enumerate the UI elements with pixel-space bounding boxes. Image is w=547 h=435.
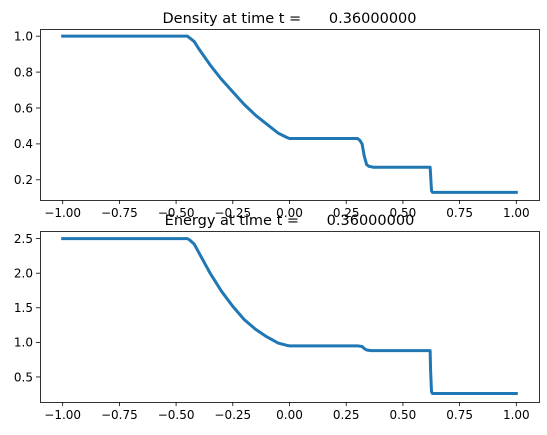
density-x-tick-label: 0.50 xyxy=(390,206,417,220)
density-y-tick-label: 0.2 xyxy=(14,173,33,187)
energy-x-tick-label: −0.25 xyxy=(214,408,251,422)
energy-x-tick-label: 0.50 xyxy=(390,408,417,422)
density-y-tick-label: 1.0 xyxy=(14,29,33,43)
density-y-tick-label: 0.8 xyxy=(14,65,33,79)
energy-y-tick-label: 1.5 xyxy=(14,301,33,315)
density-axes: −1.00 −0.75 −0.50 −0.25 0.00 0.25 0.50 0.75 1.00… xyxy=(14,11,540,220)
energy-x-tick-label: −0.50 xyxy=(158,408,195,422)
density-x-tick-label: −0.75 xyxy=(101,206,138,220)
density-series-line-0 xyxy=(61,34,518,194)
energy-x-tick-label: −1.00 xyxy=(44,408,81,422)
energy-plot-frame xyxy=(40,231,540,403)
density-plot-frame xyxy=(40,29,540,201)
density-x-tick-label: 1.00 xyxy=(503,206,530,220)
energy-title: Energy at time t = 0.36000000 xyxy=(165,213,415,229)
density-x-tick-label: −0.25 xyxy=(214,206,251,220)
density-title: Density at time t = 0.36000000 xyxy=(162,11,416,27)
density-x-tick-label: 0.75 xyxy=(446,206,473,220)
energy-y-tick-label: 1.0 xyxy=(14,336,33,350)
energy-axes: −1.00 −0.75 −0.50 −0.25 0.00 0.25 0.50 0.75 1.00… xyxy=(14,213,540,422)
density-x-tick-label: 0.25 xyxy=(333,206,360,220)
density-y-tick-label: 0.4 xyxy=(14,137,33,151)
energy-x-tick-label: −0.75 xyxy=(101,408,138,422)
energy-y-tick-label: 2.0 xyxy=(14,266,33,280)
energy-x-tick-label: 0.25 xyxy=(333,408,360,422)
density-y-tick-label: 0.6 xyxy=(14,101,33,115)
energy-x-tick-label: 1.00 xyxy=(503,408,530,422)
density-x-tick-label: 0.00 xyxy=(276,206,303,220)
energy-x-tick-label: 0.00 xyxy=(276,408,303,422)
density-x-tick-label: −0.50 xyxy=(158,206,195,220)
energy-y-tick-label: 0.5 xyxy=(14,370,33,384)
energy-x-tick-label: 0.75 xyxy=(446,408,473,422)
energy-y-tick-label: 2.5 xyxy=(14,232,33,246)
density-x-tick-label: −1.00 xyxy=(44,206,81,220)
energy-series-line-0 xyxy=(61,237,518,396)
